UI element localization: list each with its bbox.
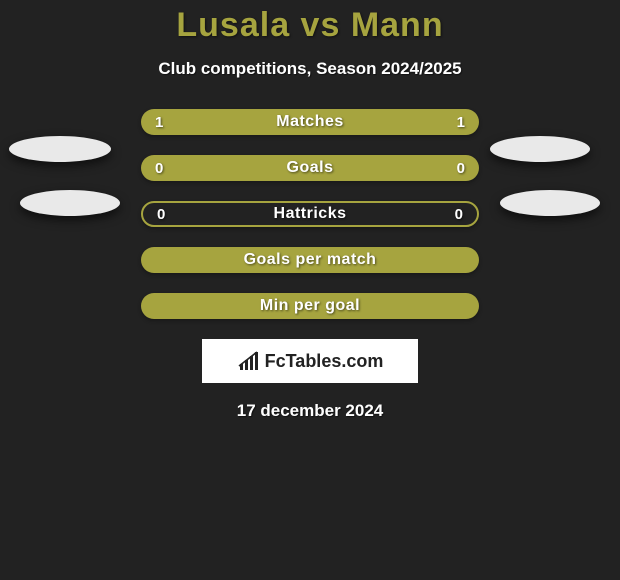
- stat-label: Goals per match: [244, 251, 377, 269]
- stat-row: Min per goal: [141, 293, 479, 319]
- brand-text: FcTables.com: [265, 351, 384, 372]
- brand-box: FcTables.com: [202, 339, 418, 383]
- stat-left-value: 0: [155, 160, 163, 177]
- stat-label: Hattricks: [274, 205, 347, 223]
- stat-label: Min per goal: [260, 297, 360, 315]
- stat-left-value: 0: [157, 206, 165, 223]
- stat-left-value: 1: [155, 114, 163, 131]
- comparison-content: 1 Matches 1 0 Goals 0 0 Hattricks 0 Goals per ma…: [0, 109, 620, 421]
- stat-label: Matches: [276, 113, 344, 131]
- player-ellipse: [9, 136, 111, 162]
- player-ellipse: [20, 190, 120, 216]
- title-text: Lusala vs Mann: [176, 6, 443, 44]
- stat-right-value: 0: [457, 160, 465, 177]
- chart-bars-icon: [237, 350, 263, 372]
- player-ellipse: [500, 190, 600, 216]
- page-title: Lusala vs Mann: [0, 0, 620, 45]
- stat-label: Goals: [287, 159, 334, 177]
- date-text: 17 december 2024: [0, 401, 620, 421]
- stat-right-value: 1: [457, 114, 465, 131]
- player-ellipse: [490, 136, 590, 162]
- stat-row: Goals per match: [141, 247, 479, 273]
- stat-right-value: 0: [455, 206, 463, 223]
- stat-row: 0 Hattricks 0: [141, 201, 479, 227]
- subtitle: Club competitions, Season 2024/2025: [0, 59, 620, 79]
- stat-row: 1 Matches 1: [141, 109, 479, 135]
- stat-row: 0 Goals 0: [141, 155, 479, 181]
